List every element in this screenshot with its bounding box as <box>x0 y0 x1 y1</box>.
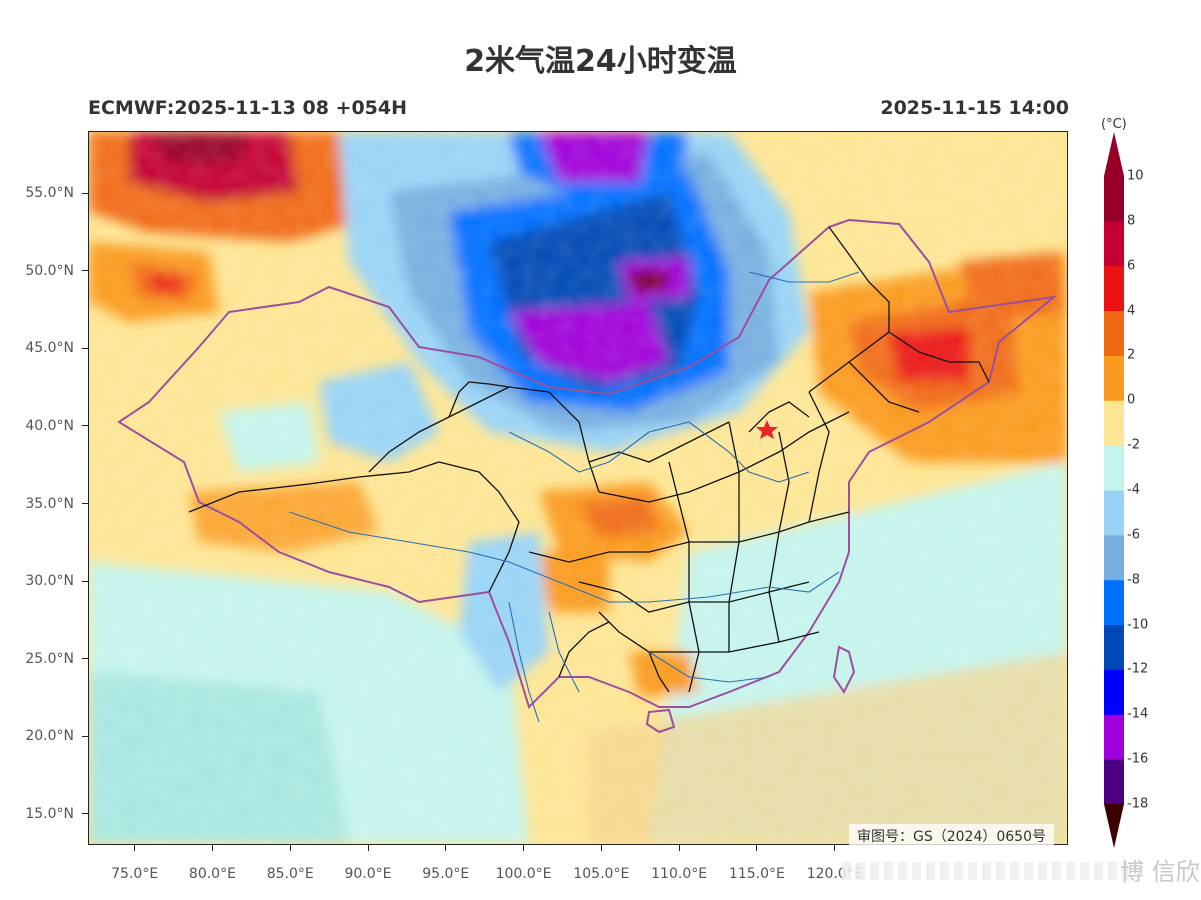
temperature-change-map <box>89 132 1067 844</box>
lat-label: 30.0°N <box>25 573 74 590</box>
colorbar-bin <box>1104 220 1124 267</box>
lon-tick <box>756 845 758 851</box>
colorbar-bin <box>1104 669 1124 715</box>
lon-tick <box>445 845 447 851</box>
colorbar-label: 4 <box>1127 303 1136 319</box>
colorbar-label: -18 <box>1127 796 1149 812</box>
map-panel[interactable] <box>88 131 1068 845</box>
colorbar-unit: (°C) <box>1101 117 1127 132</box>
colorbar-label: -4 <box>1127 482 1140 498</box>
colorbar-label: 2 <box>1127 347 1136 363</box>
lon-label: 110.0°E <box>651 866 708 882</box>
lat-label: 45.0°N <box>25 340 74 357</box>
lon-label: 100.0°E <box>495 866 552 882</box>
colorbar-over-triangle <box>1104 132 1124 176</box>
colorbar-label: -10 <box>1127 617 1149 633</box>
colorbar-label: 10 <box>1127 168 1144 184</box>
beijing-star-icon <box>756 420 778 439</box>
colorbar-label: 0 <box>1127 392 1136 408</box>
lon-tick <box>367 845 369 851</box>
lon-tick <box>834 845 836 851</box>
lon-tick <box>523 845 525 851</box>
lat-tick <box>82 503 88 505</box>
lat-label: 55.0°N <box>25 185 74 202</box>
colorbar-label: -16 <box>1127 751 1149 767</box>
colorbar-label: 6 <box>1127 258 1136 274</box>
valid-time-label: 2025-11-15 14:00 <box>880 97 1069 119</box>
colorbar-bin <box>1104 579 1124 626</box>
colorbar-label: -6 <box>1127 527 1140 543</box>
colorbar-bin <box>1104 624 1124 670</box>
colorbar-label: 8 <box>1127 213 1136 229</box>
lat-tick <box>82 425 88 427</box>
lat-label: 25.0°N <box>25 650 74 667</box>
map-review-number: 审图号：GS（2024）0650号 <box>849 824 1054 848</box>
provincial-boundaries <box>188 226 990 693</box>
colorbar-bin <box>1104 355 1124 401</box>
colorbar-bin <box>1104 759 1124 805</box>
lon-label: 80.0°E <box>188 866 236 882</box>
colorbar-under-triangle <box>1104 804 1124 848</box>
colorbar-label: -2 <box>1127 437 1140 453</box>
rivers <box>288 271 860 723</box>
lon-label: 90.0°E <box>344 866 392 882</box>
lat-tick <box>82 192 88 194</box>
colorbar-label: -8 <box>1127 572 1140 588</box>
national-boundary <box>117 218 1058 709</box>
watermark: 博 信欣 <box>1120 858 1200 886</box>
lon-label: 105.0°E <box>573 866 630 882</box>
lon-tick <box>678 845 680 851</box>
lon-tick <box>211 845 213 851</box>
lat-tick <box>82 347 88 349</box>
colorbar-bin <box>1104 310 1124 356</box>
lat-tick <box>82 270 88 272</box>
colorbar-bin <box>1104 445 1124 491</box>
lon-label: 85.0°E <box>266 866 314 882</box>
colorbar-bin <box>1104 534 1124 581</box>
watermark-bar <box>842 862 1128 880</box>
lon-tick <box>600 845 602 851</box>
chart-title: 2米气温24小时变温 <box>464 44 737 79</box>
lat-label: 15.0°N <box>25 805 74 822</box>
lon-tick <box>289 845 291 851</box>
lon-tick <box>134 845 136 851</box>
colorbar-bin <box>1104 490 1124 536</box>
colorbar-bin <box>1104 400 1124 446</box>
colorbar-bin <box>1104 265 1124 312</box>
lat-tick <box>82 735 88 737</box>
lat-label: 50.0°N <box>25 262 74 279</box>
lon-label: 115.0°E <box>728 866 785 882</box>
model-run-label: ECMWF:2025-11-13 08 +054H <box>88 97 408 119</box>
lat-tick <box>82 813 88 815</box>
colorbar-label: -14 <box>1127 706 1149 722</box>
lat-label: 35.0°N <box>25 495 74 512</box>
lon-label: 95.0°E <box>422 866 470 882</box>
lat-tick <box>82 658 88 660</box>
colorbar-bin <box>1104 176 1124 222</box>
lat-tick <box>82 580 88 582</box>
lat-label: 20.0°N <box>25 728 74 745</box>
lat-label: 40.0°N <box>25 417 74 434</box>
lon-label: 75.0°E <box>111 866 159 882</box>
colorbar-label: -12 <box>1127 661 1149 677</box>
colorbar <box>1104 132 1124 848</box>
colorbar-bin <box>1104 714 1124 760</box>
